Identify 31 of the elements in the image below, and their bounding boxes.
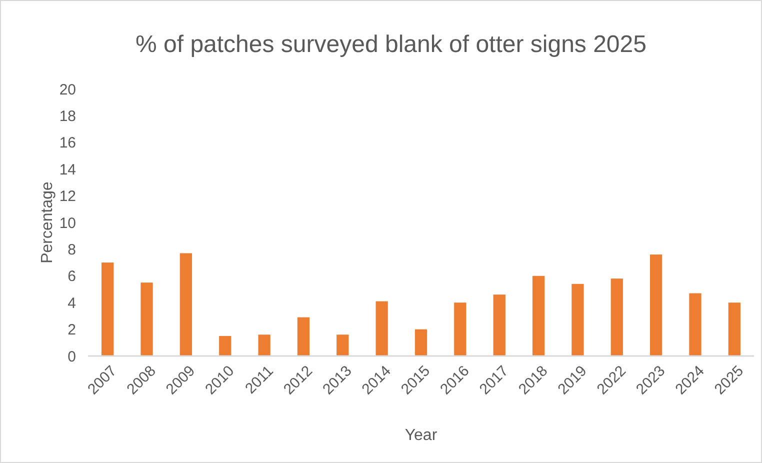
bar (532, 276, 545, 356)
y-tick-label: 8 (68, 241, 76, 258)
bar (219, 336, 232, 356)
bar (297, 317, 310, 356)
y-tick-label: 0 (68, 348, 76, 366)
bar (180, 253, 192, 356)
y-tick-label: 10 (59, 214, 76, 232)
bar (610, 278, 623, 356)
y-tick-label: 18 (59, 108, 76, 125)
y-tick-label: 14 (59, 161, 76, 178)
y-tick-label: 4 (68, 294, 76, 312)
bar (650, 254, 662, 356)
y-tick-label: 12 (59, 188, 76, 206)
bar (689, 293, 702, 356)
chart-title: % of patches surveyed blank of otter signs 2025 (136, 31, 646, 58)
bar (728, 302, 740, 356)
y-tick-label: 6 (68, 268, 76, 286)
bar (454, 302, 466, 356)
bar (102, 262, 114, 356)
y-tick-label: 16 (59, 134, 76, 152)
x-axis-title: Year (404, 427, 438, 444)
bar (336, 334, 349, 356)
y-tick-label: 2 (68, 322, 76, 339)
bar (493, 294, 506, 356)
bar (376, 301, 388, 356)
y-axis-title: Percentage (39, 181, 56, 264)
bar (140, 282, 153, 356)
bar (258, 334, 270, 356)
y-tick-label: 20 (59, 81, 76, 98)
bar (572, 284, 584, 356)
bar (414, 329, 428, 356)
